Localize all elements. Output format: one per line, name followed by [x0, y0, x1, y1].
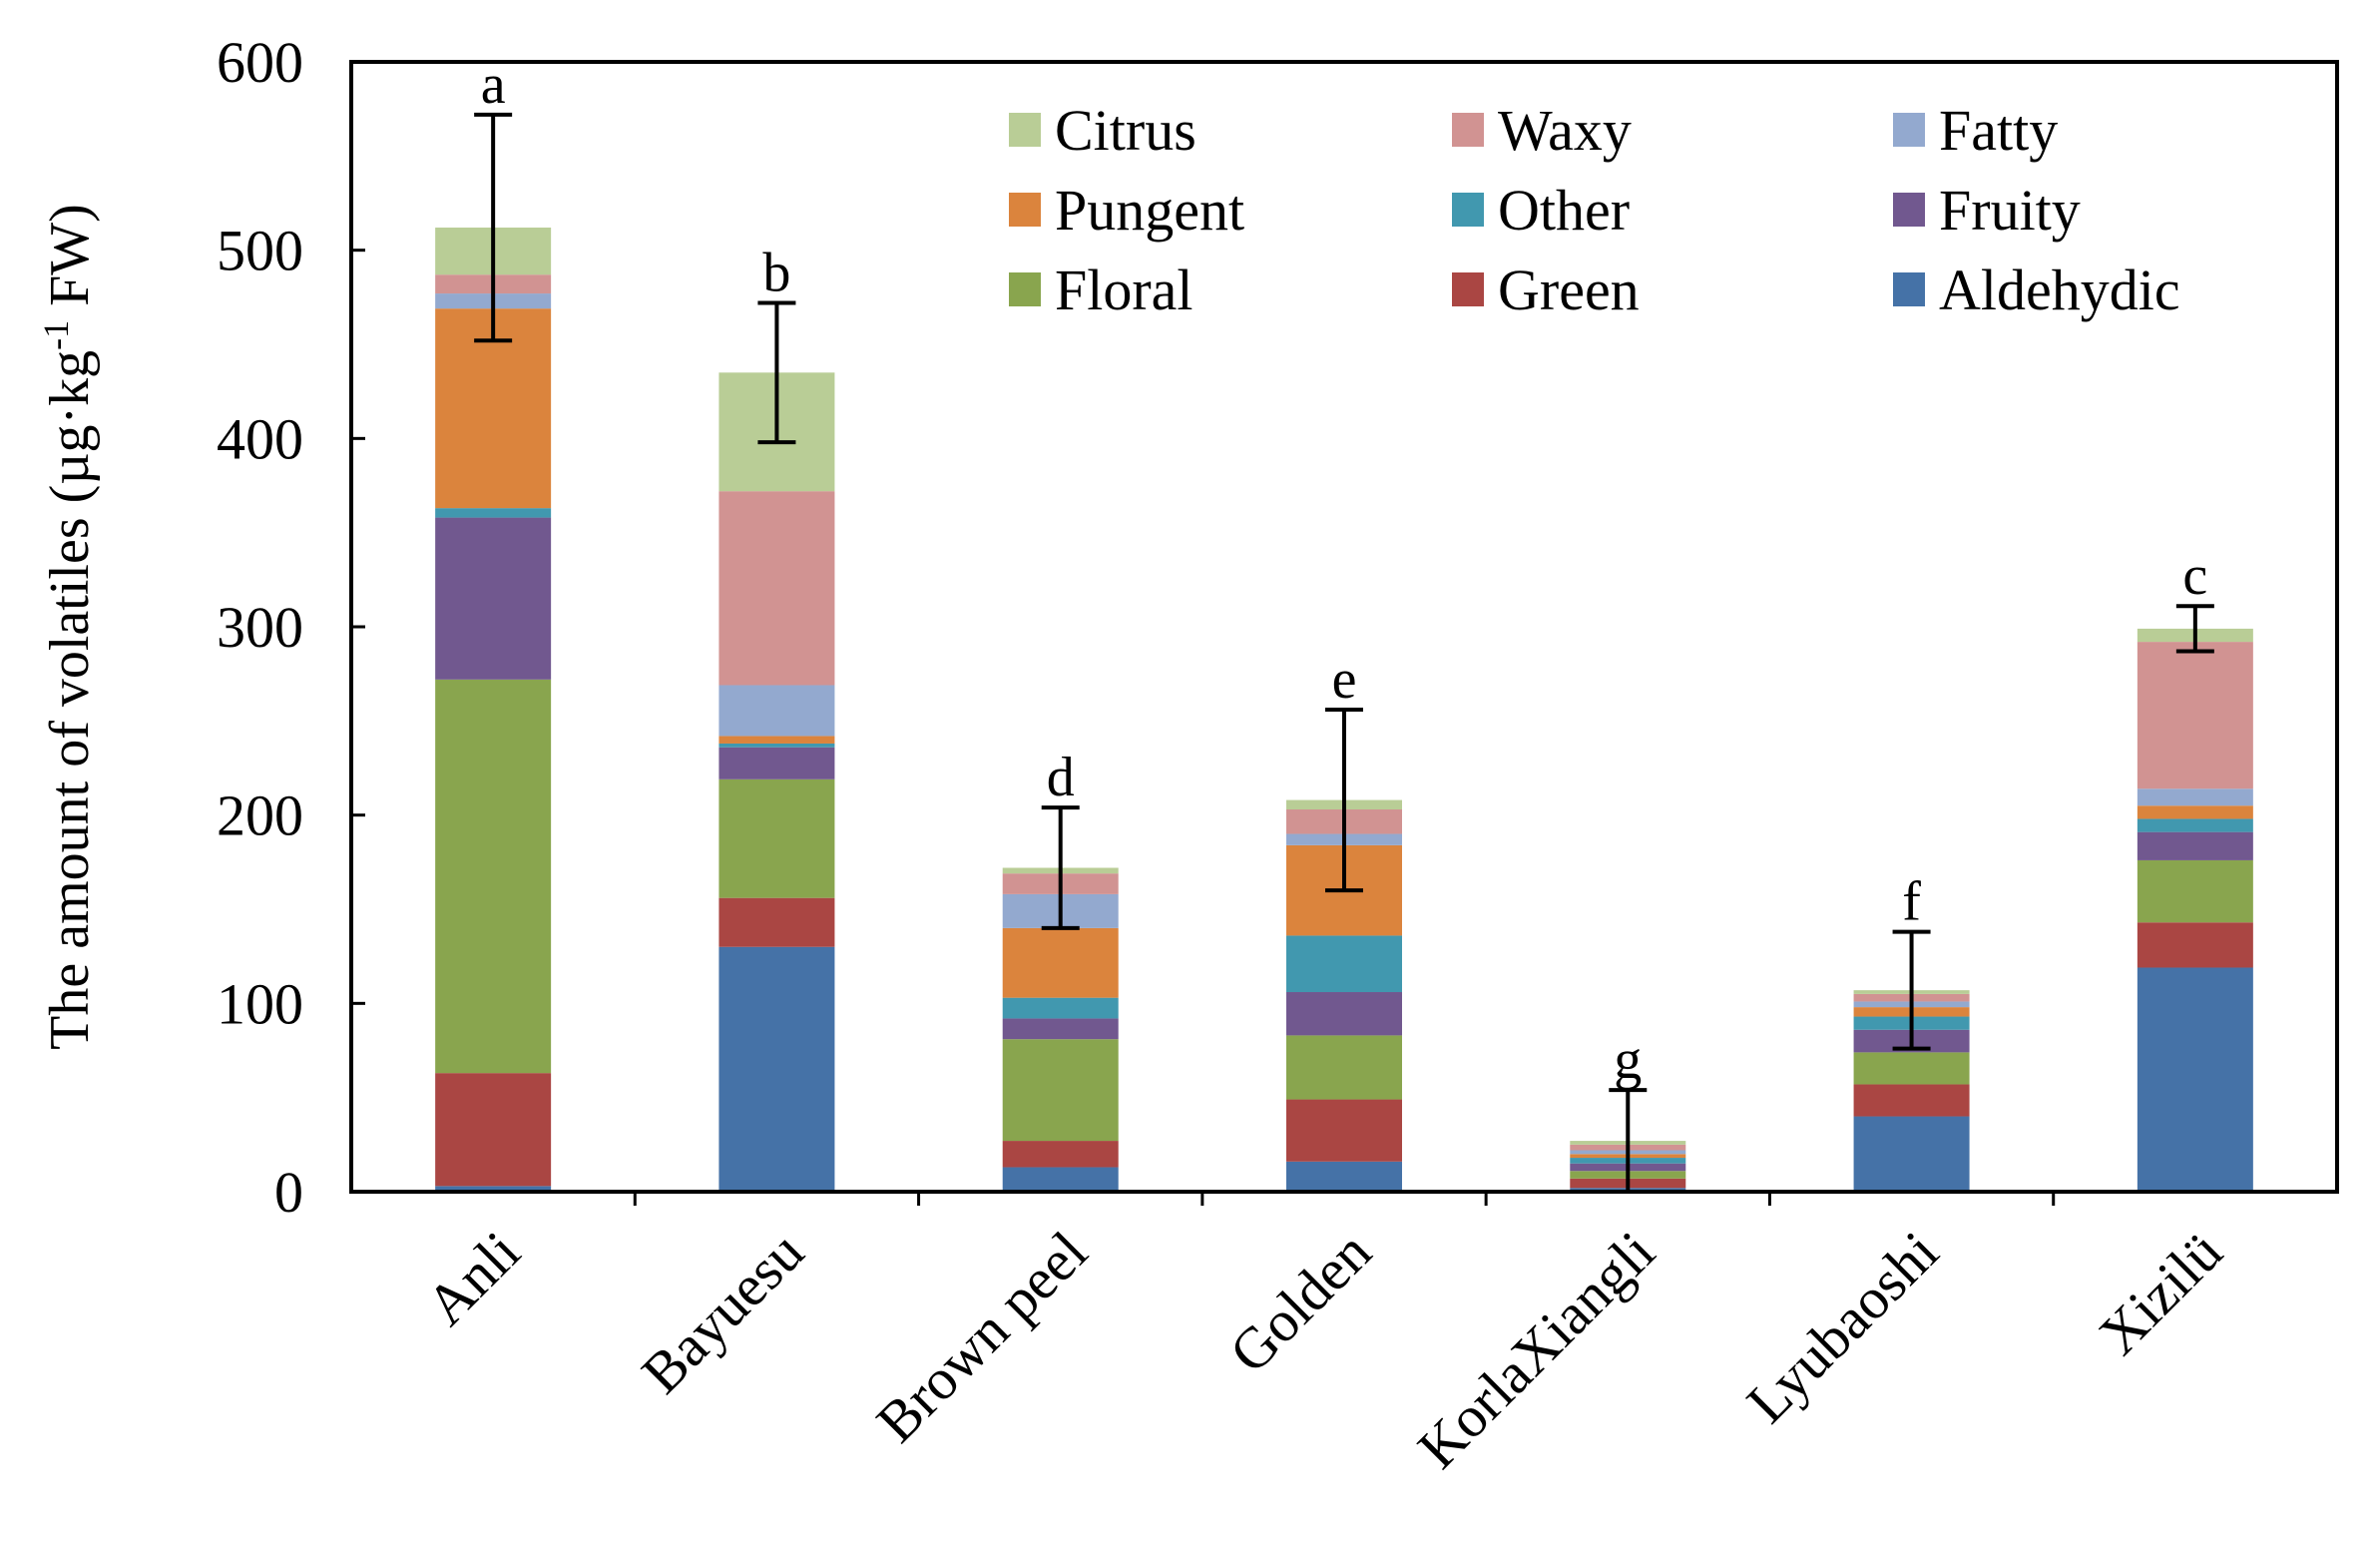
y-tick-label: 600 — [217, 30, 303, 95]
bar-segment-other — [1286, 935, 1402, 993]
y-tick-label: 400 — [217, 406, 303, 471]
bar-segment-aldehydic — [1853, 1116, 1970, 1192]
legend-swatch-pungent — [1009, 193, 1041, 227]
bar-segment-pungent — [2137, 805, 2253, 819]
bar-segment-green — [435, 1073, 552, 1187]
bar-segment-fruity — [2137, 831, 2253, 860]
bar-segment-waxy — [718, 491, 835, 686]
y-tick-label: 300 — [217, 595, 303, 660]
legend-label-waxy: Waxy — [1498, 98, 1632, 163]
legend-swatch-fatty — [1893, 113, 1925, 147]
bar-segment-aldehydic — [1002, 1167, 1119, 1192]
x-category-label: KorlaXiangli — [1405, 1219, 1666, 1480]
significance-letter: e — [1332, 649, 1357, 711]
bar-segment-floral — [1286, 1035, 1402, 1100]
legend-swatch-fruity — [1893, 193, 1925, 227]
bar-segment-green — [1286, 1099, 1402, 1162]
bar-segment-fruity — [435, 517, 552, 680]
significance-letter: b — [762, 242, 790, 303]
legend-swatch-waxy — [1452, 113, 1484, 147]
bar-segment-aldehydic — [2137, 967, 2253, 1192]
legend-swatch-floral — [1009, 272, 1041, 306]
legend-label-aldehydic: Aldehydic — [1939, 258, 2180, 322]
x-category-label: Lyubaoshi — [1734, 1219, 1951, 1435]
x-category-label: Golden — [1216, 1219, 1383, 1385]
bar-segment-other — [718, 743, 835, 748]
legend-label-fruity: Fruity — [1939, 178, 2081, 243]
error-bars-layer: a b d e g f c — [474, 54, 2214, 1194]
y-axis-label-main: The amount of volatiles (µg·kg — [39, 350, 101, 1050]
legend: Citrus Waxy Fatty Pungent Other Fruity Floral G… — [1009, 98, 2180, 322]
x-category-label: Anli — [413, 1219, 532, 1337]
bar-segment-floral — [1853, 1052, 1970, 1085]
x-category-label: Xizilü — [2087, 1219, 2234, 1366]
legend-label-other: Other — [1498, 178, 1630, 243]
bar-segment-fatty — [2137, 788, 2253, 806]
significance-letter: g — [1614, 1029, 1642, 1091]
bar-segment-floral — [435, 679, 552, 1074]
significance-letter: f — [1902, 871, 1921, 933]
y-tick-label: 200 — [217, 783, 303, 848]
significance-letter: a — [481, 54, 506, 116]
bar-segment-fruity — [718, 747, 835, 779]
bar-segment-waxy — [2137, 642, 2253, 789]
y-axis-label: The amount of volatiles (µg·kg-1 FW) — [36, 204, 101, 1050]
bar-segment-floral — [1002, 1039, 1119, 1142]
legend-label-fatty: Fatty — [1939, 98, 2058, 163]
y-axis: 0 100 200 300 400 500 600 — [217, 30, 365, 1225]
legend-swatch-citrus — [1009, 113, 1041, 147]
legend-label-citrus: Citrus — [1055, 98, 1196, 163]
bar-segment-other — [1002, 997, 1119, 1019]
y-tick-label: 100 — [217, 971, 303, 1036]
y-tick-label: 500 — [217, 219, 303, 283]
legend-swatch-other — [1452, 193, 1484, 227]
x-axis: Anli Bayuesu Brown peel Golden KorlaXiangli L… — [413, 1192, 2234, 1481]
bar-segment-aldehydic — [1286, 1161, 1402, 1192]
bar-segment-floral — [718, 778, 835, 898]
bar-segment-floral — [2137, 859, 2253, 923]
significance-letter: d — [1047, 747, 1075, 808]
bar-segment-fatty — [718, 685, 835, 737]
x-category-label: Brown peel — [864, 1219, 1100, 1454]
y-tick-label: 0 — [274, 1160, 303, 1225]
bar-segment-green — [2137, 922, 2253, 968]
legend-label-pungent: Pungent — [1055, 178, 1244, 243]
bar-segment-aldehydic — [718, 946, 835, 1192]
bar-segment-pungent — [1002, 927, 1119, 998]
legend-label-floral: Floral — [1055, 258, 1193, 322]
legend-swatch-green — [1452, 272, 1484, 306]
bar-segment-fruity — [1286, 992, 1402, 1036]
x-category-label: Bayuesu — [629, 1219, 815, 1405]
bar-segment-aldehydic — [435, 1186, 552, 1192]
bar-segment-green — [1853, 1084, 1970, 1117]
legend-label-green: Green — [1498, 258, 1640, 322]
bar-segment-other — [2137, 818, 2253, 832]
bar-segment-green — [1002, 1141, 1119, 1168]
legend-swatch-aldehydic — [1893, 272, 1925, 306]
y-axis-label-end: FW) — [39, 204, 101, 320]
bar-segment-fruity — [1002, 1018, 1119, 1040]
significance-letter: c — [2182, 545, 2207, 607]
bar-segment-green — [718, 897, 835, 947]
y-axis-label-superscript: -1 — [36, 320, 76, 350]
bar-segment-other — [435, 508, 552, 518]
bar-segment-pungent — [718, 736, 835, 744]
